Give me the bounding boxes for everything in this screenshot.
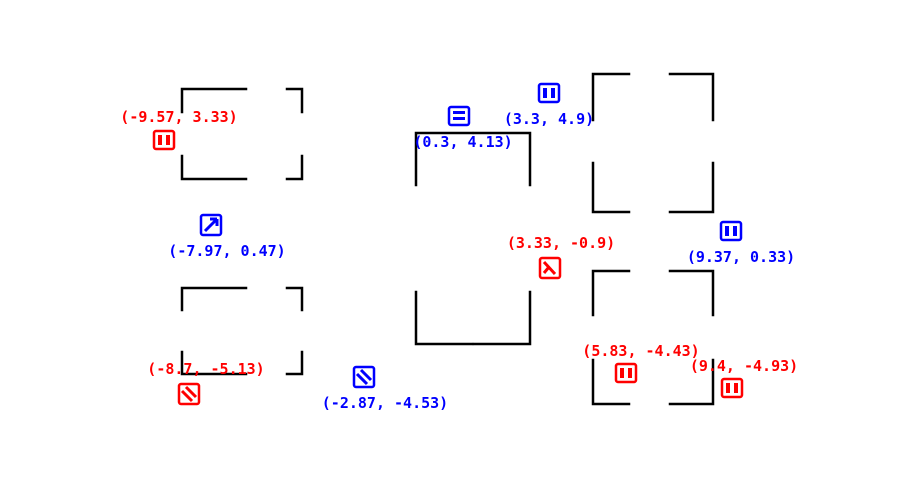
coord-label-m2: (-7.97, 0.47) (168, 242, 285, 260)
marker-m7: (3.33, -0.9) (507, 234, 615, 280)
marker-m8: (9.37, 0.33) (687, 220, 795, 266)
marker-m2: (-7.97, 0.47) (168, 213, 286, 260)
marker-m10: (9.4, -4.93) (690, 357, 798, 399)
pause-bars-icon (720, 377, 744, 399)
coord-label-m8: (9.37, 0.33) (687, 248, 795, 266)
pause-bars-icon (719, 220, 743, 242)
coord-label-m1: (-9.57, 3.33) (120, 108, 237, 126)
marker-m5: (0.3, 4.13) (413, 105, 513, 151)
coord-label-m3: (-8.7, -5.13) (147, 360, 264, 378)
coord-label-m5: (0.3, 4.13) (413, 133, 512, 151)
pause-bars-icon (537, 82, 561, 104)
bracket-region-top-right (591, 72, 715, 214)
coord-label-m7: (3.33, -0.9) (507, 234, 615, 252)
marker-m3: (-8.7, -5.13) (147, 360, 265, 406)
diagonal-arrow-icon (538, 256, 562, 280)
bracket-region-center (414, 131, 532, 346)
bracket-region-bottom-left (180, 286, 304, 376)
bracket-region-bottom-right (591, 269, 715, 406)
bracket-region-top-left (180, 87, 304, 181)
diagonal-arrow-icon (199, 213, 223, 237)
marker-m6: (3.3, 4.9) (504, 82, 594, 128)
coord-label-m9: (5.83, -4.43) (582, 342, 699, 360)
coord-label-m4: (-2.87, -4.53) (322, 394, 448, 412)
coord-label-m6: (3.3, 4.9) (504, 110, 594, 128)
marker-m4: (-2.87, -4.53) (322, 365, 448, 412)
horizontal-stripes-icon (447, 105, 471, 127)
pause-bars-icon (152, 129, 176, 151)
diagonal-stripes-icon (177, 382, 201, 406)
marker-m1: (-9.57, 3.33) (120, 108, 238, 151)
marker-m9: (5.83, -4.43) (582, 342, 700, 384)
coord-label-m10: (9.4, -4.93) (690, 357, 798, 375)
pause-bars-icon (614, 362, 638, 384)
diagonal-stripes-icon (352, 365, 376, 389)
